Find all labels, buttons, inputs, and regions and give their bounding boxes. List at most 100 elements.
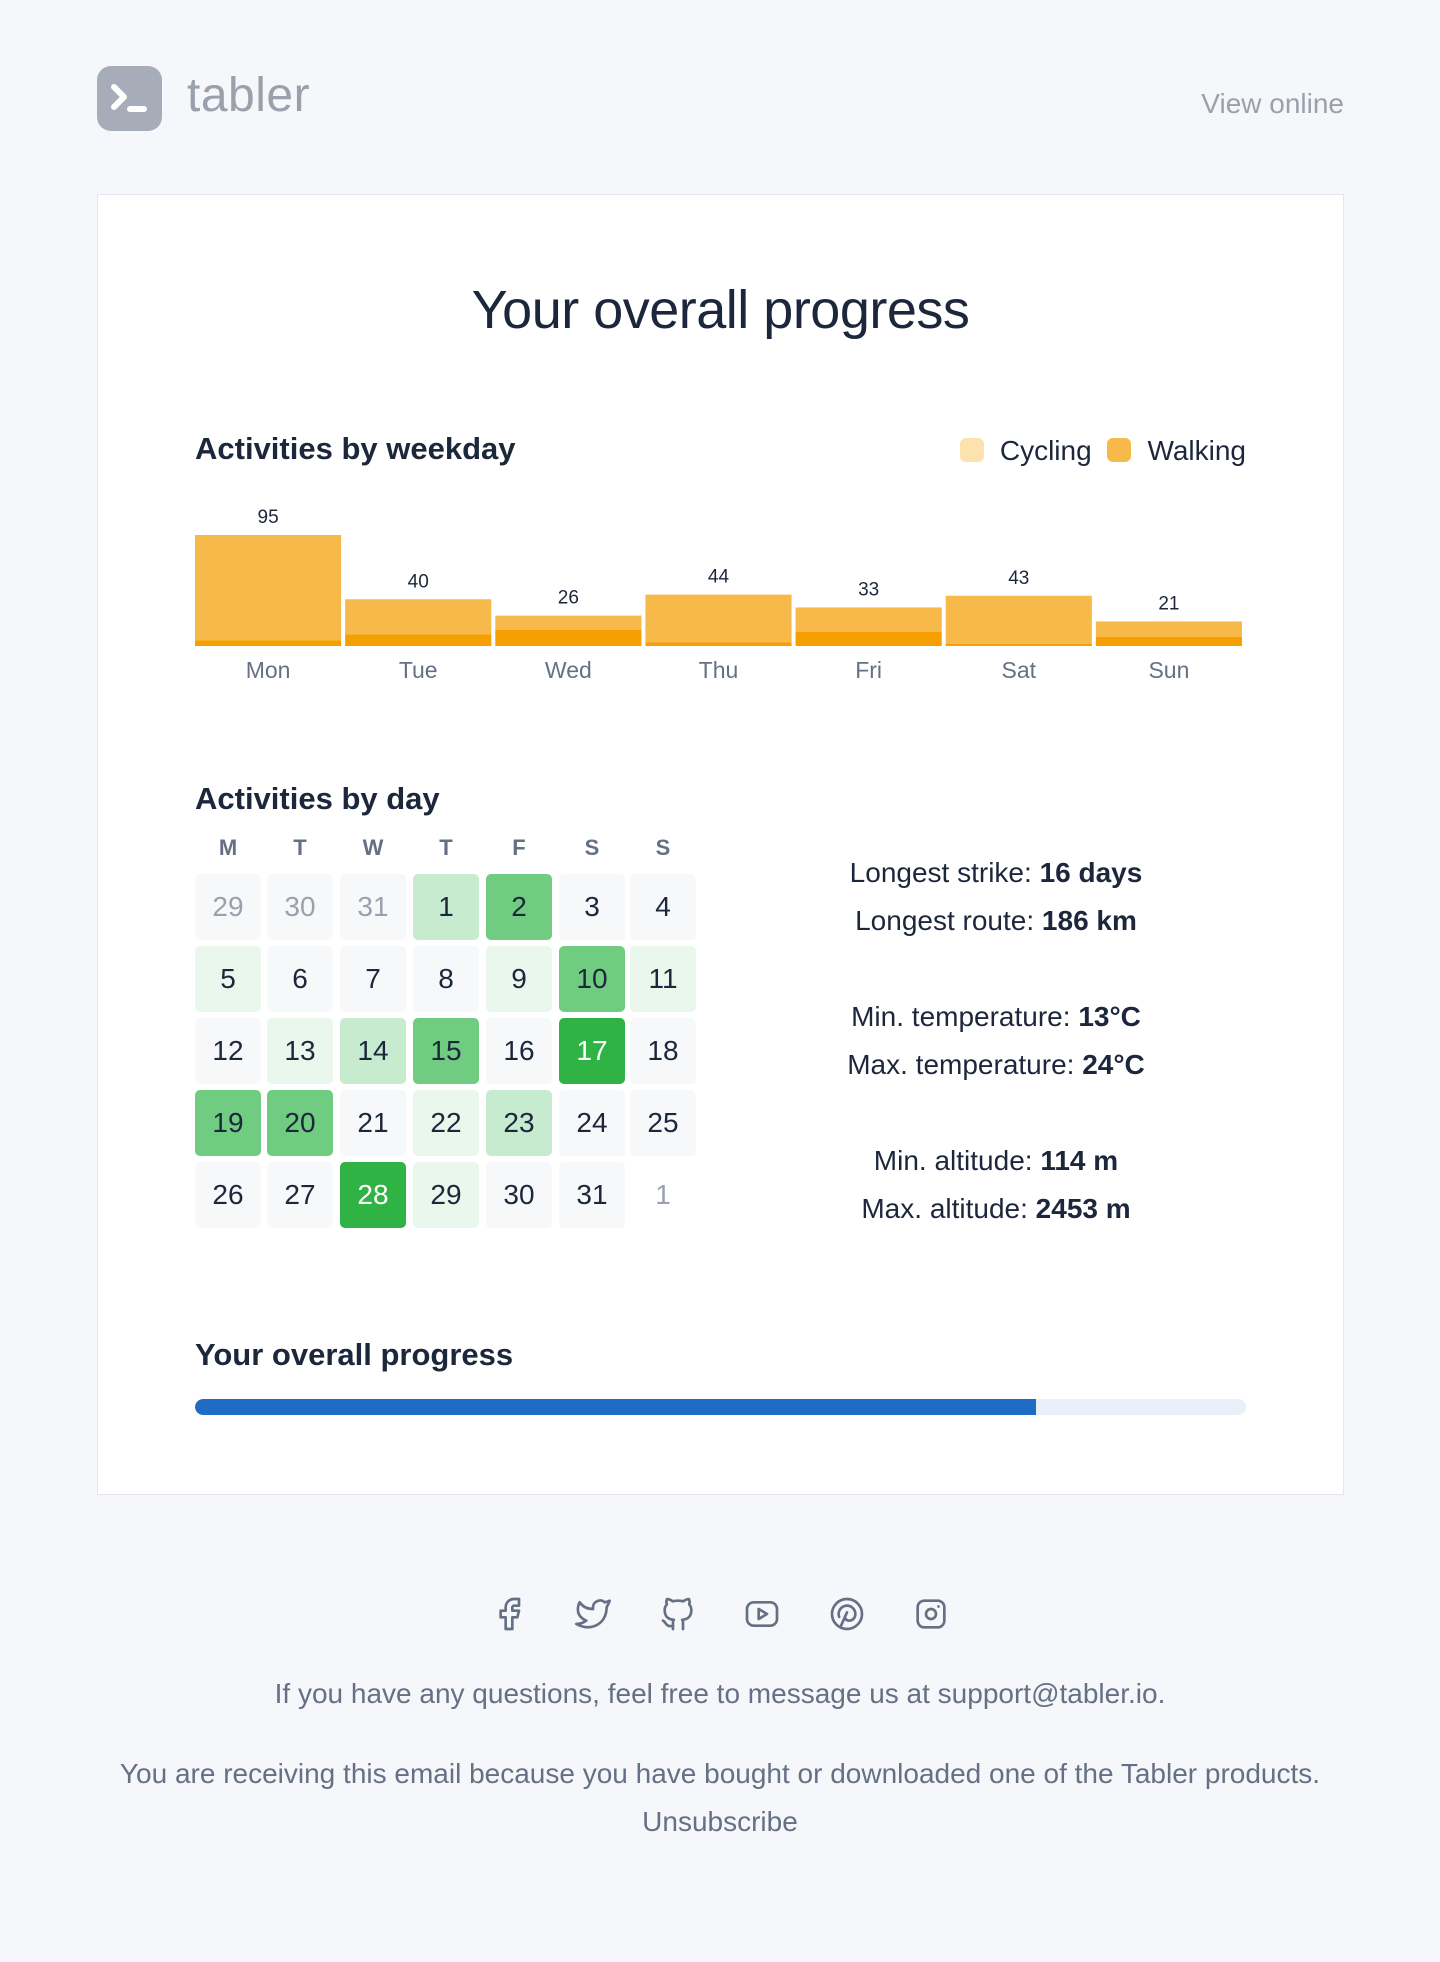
stat-label: Max. altitude:	[861, 1193, 1028, 1224]
unsubscribe-link[interactable]: Unsubscribe	[642, 1806, 798, 1837]
bar-walking-sun	[1095, 636, 1242, 646]
stat-value: 16 days	[1039, 857, 1143, 888]
calendar-day-cell: 24	[559, 1090, 625, 1156]
stat-value: 24°C	[1082, 1049, 1145, 1080]
calendar-day-cell: 25	[630, 1090, 696, 1156]
legend-label: Walking	[1147, 435, 1246, 466]
calendar-weekday-header: M	[218, 835, 238, 860]
twitter-icon[interactable]	[573, 1594, 613, 1634]
chart-legend: Cycling Walking	[952, 435, 1246, 475]
stat-min-altitude: Min. altitude: 114 m	[746, 1137, 1246, 1185]
calendar-day-cell: 15	[413, 1018, 479, 1084]
calendar-day-cell: 30	[486, 1162, 552, 1228]
calendar-day-cell: 10	[559, 946, 625, 1012]
stat-value: 186 km	[1041, 905, 1137, 936]
view-online-link[interactable]: View online	[1201, 88, 1344, 119]
bar-total-label: 40	[408, 571, 429, 592]
calendar-day-cell: 29	[413, 1162, 479, 1228]
calendar-day-cell: 21	[340, 1090, 406, 1156]
progress-card: Your overall progress Activities by week…	[97, 194, 1344, 1495]
bar-walking-wed	[495, 629, 642, 646]
bar-walking-sat	[945, 643, 1092, 646]
stat-longest-strike: Longest strike: 16 days	[746, 849, 1246, 897]
social-links	[0, 1594, 1440, 1639]
bar-total-label: 95	[258, 507, 279, 528]
calendar-day-cell: 30	[267, 874, 333, 940]
receiving-text: You are receiving this email because you…	[119, 1758, 1321, 1789]
stat-value: 2453 m	[1035, 1193, 1131, 1224]
category-label: Tue	[399, 657, 438, 683]
calendar-weekday-header: S	[584, 835, 600, 860]
progress-section-title: Your overall progress	[195, 1337, 514, 1372]
calendar-day-cell: 29	[195, 874, 261, 940]
category-label: Mon	[246, 657, 291, 683]
calendar-day-cell: 26	[195, 1162, 261, 1228]
legend-label: Cycling	[999, 435, 1092, 466]
day-section-title: Activities by day	[195, 781, 440, 816]
calendar-day-cell: 27	[267, 1162, 333, 1228]
calendar-weekday-header: T	[293, 835, 307, 860]
stat-label: Max. temperature:	[847, 1049, 1075, 1080]
logo-text: tabler	[187, 69, 311, 122]
bar-total-label: 26	[558, 588, 579, 609]
overall-progress-bar	[195, 1399, 1246, 1415]
bar-cycling-sun	[1095, 621, 1242, 637]
instagram-icon[interactable]	[911, 1594, 951, 1634]
progress-fill	[195, 1399, 1036, 1415]
facebook-icon[interactable]	[489, 1594, 529, 1634]
calendar-day-cell: 9	[486, 946, 552, 1012]
bar-cycling-sat	[945, 595, 1092, 644]
tabler-logo-icon[interactable]	[97, 66, 162, 131]
bar-cycling-tue	[345, 599, 492, 635]
github-icon[interactable]	[658, 1594, 698, 1634]
calendar-weekday-header: F	[512, 835, 526, 860]
calendar-day-cell: 20	[267, 1090, 333, 1156]
bar-total-label: 21	[1158, 593, 1179, 614]
email-header: tabler View online	[97, 64, 1344, 131]
stat-value: 114 m	[1040, 1145, 1119, 1176]
category-label: Thu	[699, 657, 739, 683]
weekday-section-title: Activities by weekday	[195, 431, 516, 466]
stat-label: Min. temperature:	[851, 1001, 1071, 1032]
stat-min-temperature: Min. temperature: 13°C	[746, 993, 1246, 1041]
bar-walking-thu	[645, 642, 792, 646]
legend-swatch-walking	[1107, 438, 1132, 462]
bar-total-label: 44	[708, 567, 730, 588]
calendar-day-cell: 31	[559, 1162, 625, 1228]
calendar-day-cell: 16	[486, 1018, 552, 1084]
calendar-day-cell: 23	[486, 1090, 552, 1156]
bar-walking-fri	[795, 631, 942, 646]
calendar-day-cell: 8	[413, 946, 479, 1012]
bar-cycling-thu	[645, 594, 792, 643]
bar-total-label: 43	[1008, 568, 1029, 589]
calendar-day-cell: 19	[195, 1090, 261, 1156]
calendar-day-cell: 11	[630, 946, 696, 1012]
stat-label: Longest strike:	[849, 857, 1032, 888]
calendar-day-cell: 17	[559, 1018, 625, 1084]
calendar-day-cell: 5	[195, 946, 261, 1012]
stat-value: 13°C	[1078, 1001, 1141, 1032]
calendar-day-cell: 7	[340, 946, 406, 1012]
category-label: Fri	[855, 657, 882, 683]
bar-walking-mon	[195, 640, 342, 646]
stat-max-altitude: Max. altitude: 2453 m	[746, 1185, 1246, 1233]
calendar-weekday-header: S	[655, 835, 671, 860]
bar-cycling-mon	[195, 535, 342, 641]
calendar-day-cell: 4	[630, 874, 696, 940]
pinterest-icon[interactable]	[827, 1594, 867, 1634]
category-label: Sat	[1002, 657, 1037, 683]
calendar-day-cell: 14	[340, 1018, 406, 1084]
stat-label: Longest route:	[855, 905, 1035, 936]
bar-walking-tue	[345, 634, 492, 646]
legend-swatch-cycling	[959, 438, 984, 462]
calendar-day-cell: 22	[413, 1090, 479, 1156]
bar-cycling-fri	[795, 607, 942, 632]
youtube-icon[interactable]	[742, 1594, 782, 1634]
calendar-day-cell: 2	[486, 874, 552, 940]
stat-longest-route: Longest route: 186 km	[746, 897, 1246, 945]
calendar-day-cell: 18	[630, 1018, 696, 1084]
stat-max-temperature: Max. temperature: 24°C	[746, 1041, 1246, 1089]
activity-stats: Longest strike: 16 days Longest route: 1…	[746, 849, 1246, 1233]
category-label: Sun	[1148, 657, 1189, 683]
calendar-day-cell: 6	[267, 946, 333, 1012]
